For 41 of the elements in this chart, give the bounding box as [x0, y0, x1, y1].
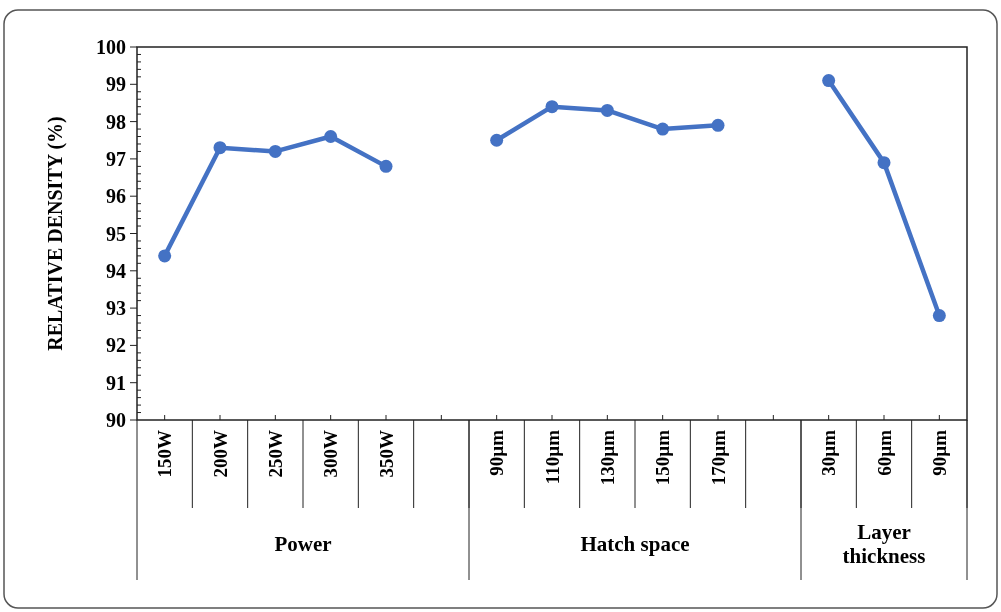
y-tick-label: 96	[106, 185, 126, 208]
point	[324, 130, 338, 144]
text: Power	[274, 532, 332, 557]
y-tick-label: 94	[106, 259, 126, 282]
x-tick-label: 200W	[209, 430, 231, 478]
y-tick-label: 91	[106, 371, 126, 394]
point	[268, 144, 282, 158]
point	[213, 141, 227, 155]
y-tick-label: 100	[96, 36, 126, 58]
point	[545, 100, 559, 114]
point	[711, 118, 725, 132]
y-tick-label: 93	[106, 297, 126, 320]
y-axis-title: RELATIVE DENSITY (%)	[44, 116, 67, 351]
point	[932, 309, 946, 323]
y-tick-label: 99	[106, 73, 126, 96]
y-tick-label: 92	[106, 334, 126, 357]
x-tick-label: 60µm	[873, 429, 895, 476]
point	[822, 74, 836, 88]
y-tick-label: 90	[106, 409, 126, 431]
x-tick-label: 170µm	[707, 429, 729, 486]
text: Hatch space	[580, 532, 690, 557]
y-tick-label: 97	[106, 147, 126, 170]
x-tick-label: 110µm	[541, 429, 563, 485]
point	[158, 249, 172, 263]
point	[877, 156, 891, 170]
text: Layer thickness	[842, 520, 926, 569]
point	[600, 103, 614, 117]
x-tick-label: 150µm	[652, 429, 674, 486]
y-tick-label: 98	[106, 110, 126, 133]
x-tick-label: 90µm	[928, 429, 950, 476]
x-tick-label: 90µm	[486, 429, 508, 476]
x-tick-label: 130µm	[596, 429, 618, 486]
point	[490, 133, 504, 147]
x-tick-label: 150W	[154, 430, 176, 478]
y-tick-label: 95	[106, 222, 126, 245]
x-tick-label: 300W	[320, 430, 342, 478]
x-tick-label: 250W	[264, 430, 286, 478]
x-tick-label: 350W	[375, 430, 397, 478]
x-tick-label: 30µm	[818, 429, 840, 476]
point	[379, 159, 393, 173]
point	[656, 122, 670, 136]
